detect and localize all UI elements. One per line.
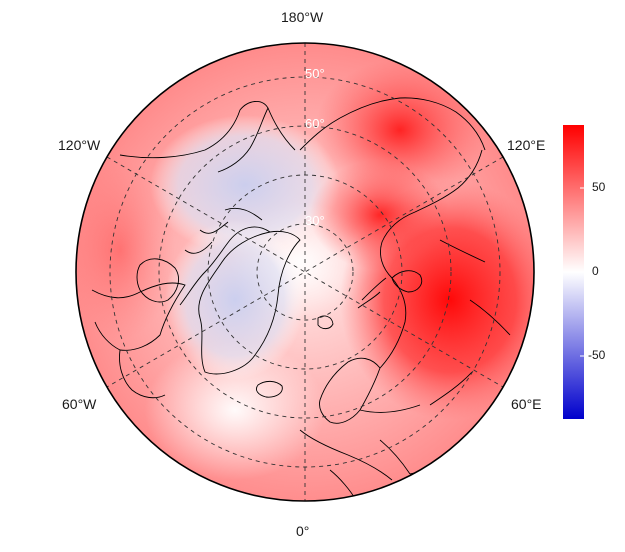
lat-label-50: 50° (305, 66, 325, 81)
coast-alaska (217, 107, 269, 173)
anomaly-field (76, 43, 534, 501)
coast-north-america (91, 101, 296, 351)
lon-label-120e: 120°E (507, 137, 546, 153)
lat-label-60: 60° (305, 116, 325, 131)
colorbar-label-0: 0 (592, 264, 599, 278)
field-red-central (310, 160, 450, 270)
colorbar-label-50: 50 (592, 180, 606, 194)
map-boundary (75, 42, 535, 502)
field-red-west (76, 160, 175, 340)
coast-taymyr (391, 270, 423, 293)
field-white-north-atlantic (145, 340, 325, 480)
colorbar-ramp (563, 125, 584, 419)
colorbar-label-neg50: -50 (588, 348, 606, 362)
lon-label-120w: 120°W (58, 137, 101, 153)
coast-hudson-bay (136, 258, 179, 303)
lon-label-60w: 60°W (62, 396, 97, 412)
coast-russia-north (379, 149, 483, 369)
coast-canada-archipelago (179, 207, 271, 306)
graticule (106, 43, 504, 501)
coast-labrador (119, 349, 166, 399)
coast-novaya-zemlya (357, 277, 387, 309)
lat-label-30: 30° (305, 213, 325, 228)
coast-scandinavia (319, 357, 381, 424)
coast-east-siberia (339, 97, 486, 151)
coast-svalbard (317, 315, 334, 330)
lat-circle-80 (256, 223, 354, 321)
lon-label-60e: 60°E (511, 396, 542, 412)
lat-circle-60 (158, 125, 452, 419)
field-blue-greenland (165, 220, 305, 380)
coast-greenland (198, 230, 301, 375)
colorbar (563, 125, 584, 419)
lon-label-180w: 180°W (281, 9, 324, 25)
coastlines (91, 97, 511, 501)
lon-label-0: 0° (296, 523, 310, 539)
field-blue-canada (150, 115, 340, 255)
coast-chukotka (299, 117, 341, 151)
coast-iceland (255, 380, 283, 398)
